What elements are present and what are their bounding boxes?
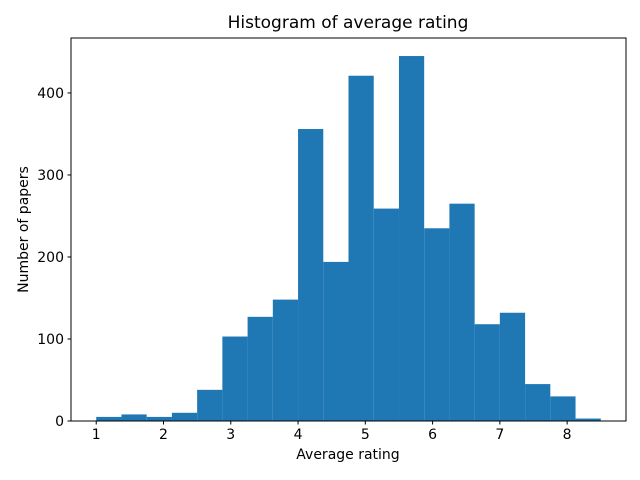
histogram-bar <box>525 384 551 421</box>
x-tick-label: 8 <box>563 427 572 443</box>
histogram-bar <box>424 228 450 421</box>
histogram-bar <box>222 336 248 421</box>
histogram-bar <box>121 414 147 421</box>
histogram-bar <box>474 324 500 421</box>
x-tick-label: 7 <box>495 427 504 443</box>
x-tick-label: 5 <box>361 427 370 443</box>
x-tick-label: 1 <box>92 427 101 443</box>
histogram-bar <box>272 299 299 421</box>
histogram-bar <box>575 418 601 421</box>
x-tick-label: 2 <box>159 427 168 443</box>
y-axis-label: Number of papers <box>16 166 32 293</box>
histogram-bar <box>499 312 526 421</box>
x-tick-label: 4 <box>294 427 303 443</box>
y-tick-label: 300 <box>37 168 64 184</box>
histogram-bar <box>146 416 172 421</box>
histogram-bar <box>348 75 374 421</box>
histogram-bar <box>449 203 475 421</box>
y-tick-label: 0 <box>55 414 64 430</box>
plot-border <box>70 37 627 422</box>
x-tick-label: 3 <box>226 427 235 443</box>
histogram-bar <box>323 261 349 421</box>
y-tick-label: 400 <box>37 86 64 102</box>
x-tick-label: 6 <box>428 427 437 443</box>
histogram-bar <box>373 208 399 421</box>
bars-layer <box>96 56 601 421</box>
y-tick-label: 100 <box>37 332 64 348</box>
histogram-bar <box>197 389 223 421</box>
x-axis-label: Average rating <box>296 447 399 463</box>
y-tick-label: 200 <box>37 250 64 266</box>
histogram-bar <box>247 316 273 421</box>
ticks-layer: 1 2 3 4 5 6 7 8 0 100 200 300 400 <box>37 86 571 443</box>
histogram-bar <box>550 396 576 421</box>
histogram-bar <box>96 416 122 421</box>
histogram-bar <box>298 129 324 421</box>
histogram-bar <box>171 412 198 421</box>
plot-title: Histogram of average rating <box>228 13 469 33</box>
histogram-bar <box>398 56 425 421</box>
